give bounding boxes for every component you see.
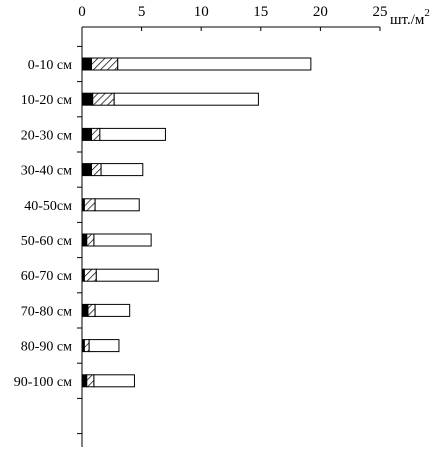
bar-segment-hatched [86,374,95,388]
bar-segment-solid-black [81,57,93,71]
category-label: 30-40 см [21,164,72,179]
bar-segment-hatched [92,92,115,106]
bar-segment-white [93,374,135,388]
unit-superscript: 2 [424,7,430,19]
bar-segment-solid-black [81,163,93,177]
bar-segment-hatched [83,339,90,353]
category-label: 20-30 см [21,128,72,143]
y-axis: 0-10 см 10-20 см 20-30 см 30-40 см 40-50см 50… [14,27,83,447]
unit-text: шт./м [390,12,425,28]
bar-segment-white [100,163,144,177]
category-label: 10-20 см [21,93,72,108]
bar-segment-hatched [91,163,102,177]
x-tick-label: 5 [138,4,146,20]
bar-segment-white [117,57,312,71]
bar-segment-white [94,303,131,317]
category-label: 40-50см [24,199,72,214]
category-label: 60-70 см [21,269,72,284]
bar-segment-white [94,198,140,212]
bar-segment-white [93,233,152,247]
category-label: 0-10 см [28,58,72,73]
bar-segment-white [99,127,166,141]
x-tick-label: 20 [313,4,328,20]
bar-segment-hatched [83,198,96,212]
bar-segment-hatched [91,127,101,141]
bar-segment-white [95,268,159,282]
x-tick-label: 10 [194,4,209,20]
x-tick-label: 25 [373,4,388,20]
category-label: 90-100 см [14,375,72,390]
bar-segment-solid-black [81,233,88,247]
bar-segment-solid-black [81,127,93,141]
x-axis: 0 5 10 15 20 25 [78,4,388,31]
bar-segment-white [113,92,259,106]
bar-segment-hatched [91,57,119,71]
category-label: 70-80 см [21,304,72,319]
bar-segment-hatched [87,303,96,317]
bar-segment-hatched [83,268,97,282]
bar-segment-solid-black [81,374,88,388]
bar-segment-hatched [86,233,95,247]
bar-segment-solid-black [81,92,94,106]
unit-label: шт./м2 [390,7,430,28]
x-tick-label: 0 [78,4,86,20]
bars [81,57,312,388]
category-label: 80-90 см [21,340,72,355]
category-label: 50-60 см [21,234,72,249]
bar-segment-solid-black [81,303,89,317]
x-tick-label: 15 [253,4,268,20]
bar-segment-white [88,339,120,353]
